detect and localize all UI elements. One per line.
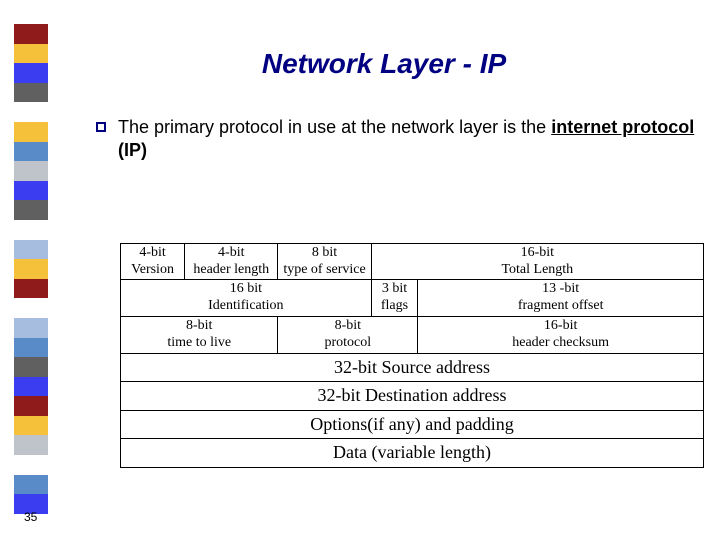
cell-checksum: 16-bitheader checksum (418, 316, 704, 353)
cell-identification: 16 bitIdentification (121, 280, 372, 317)
sidebar-bar (14, 298, 48, 318)
slide-title: Network Layer - IP (60, 48, 708, 80)
cell-data: Data (variable length) (121, 439, 704, 468)
sidebar-bar (14, 142, 48, 162)
cell-dest-addr: 32-bit Destination address (121, 382, 704, 411)
table-row: Data (variable length) (121, 439, 704, 468)
sidebar-bar (14, 279, 48, 299)
ip-header-table: 4-bitVersion 4-bitheader length 8 bittyp… (120, 243, 704, 468)
bullet-pre: The primary protocol in use at the netwo… (118, 117, 551, 137)
sidebar-bar (14, 259, 48, 279)
sidebar-bar (14, 475, 48, 495)
table-row: Options(if any) and padding (121, 410, 704, 439)
cell-options: Options(if any) and padding (121, 410, 704, 439)
sidebar-bar (14, 357, 48, 377)
sidebar-bar (14, 181, 48, 201)
square-bullet-icon (96, 122, 106, 132)
table-row: 4-bitVersion 4-bitheader length 8 bittyp… (121, 243, 704, 280)
cell-header-length: 4-bitheader length (185, 243, 278, 280)
sidebar-bar (14, 24, 48, 44)
table-row: 32-bit Destination address (121, 382, 704, 411)
sidebar-bar (14, 122, 48, 142)
cell-tos: 8 bittype of service (278, 243, 371, 280)
sidebar-bar (14, 377, 48, 397)
sidebar-bar (14, 200, 48, 220)
sidebar-bar (14, 220, 48, 240)
table-row: 32-bit Source address (121, 353, 704, 382)
table-row: 8-bittime to live 8-bitprotocol 16-bithe… (121, 316, 704, 353)
bullet-item: The primary protocol in use at the netwo… (96, 116, 708, 163)
sidebar-bar (14, 44, 48, 64)
sidebar-bar (14, 102, 48, 122)
sidebar-bar (14, 318, 48, 338)
cell-protocol: 8-bitprotocol (278, 316, 418, 353)
sidebar-bar (14, 63, 48, 83)
sidebar-bar (14, 396, 48, 416)
sidebar-bar (14, 240, 48, 260)
sidebar-bar (14, 435, 48, 455)
sidebar-bar (14, 455, 48, 475)
sidebar-bar (14, 161, 48, 181)
cell-version: 4-bitVersion (121, 243, 185, 280)
cell-fragment-offset: 13 -bitfragment offset (418, 280, 704, 317)
bullet-post: (IP) (118, 140, 147, 160)
cell-flags: 3 bitflags (371, 280, 418, 317)
cell-ttl: 8-bittime to live (121, 316, 278, 353)
sidebar-bar (14, 338, 48, 358)
bullet-text: The primary protocol in use at the netwo… (118, 116, 708, 163)
sidebar-bar (14, 83, 48, 103)
table-row: 16 bitIdentification 3 bitflags 13 -bitf… (121, 280, 704, 317)
decorative-sidebar (14, 24, 48, 514)
sidebar-bar (14, 416, 48, 436)
cell-source-addr: 32-bit Source address (121, 353, 704, 382)
page-number: 35 (24, 510, 37, 524)
bullet-emph: internet protocol (551, 117, 694, 137)
cell-total-length: 16-bitTotal Length (371, 243, 703, 280)
